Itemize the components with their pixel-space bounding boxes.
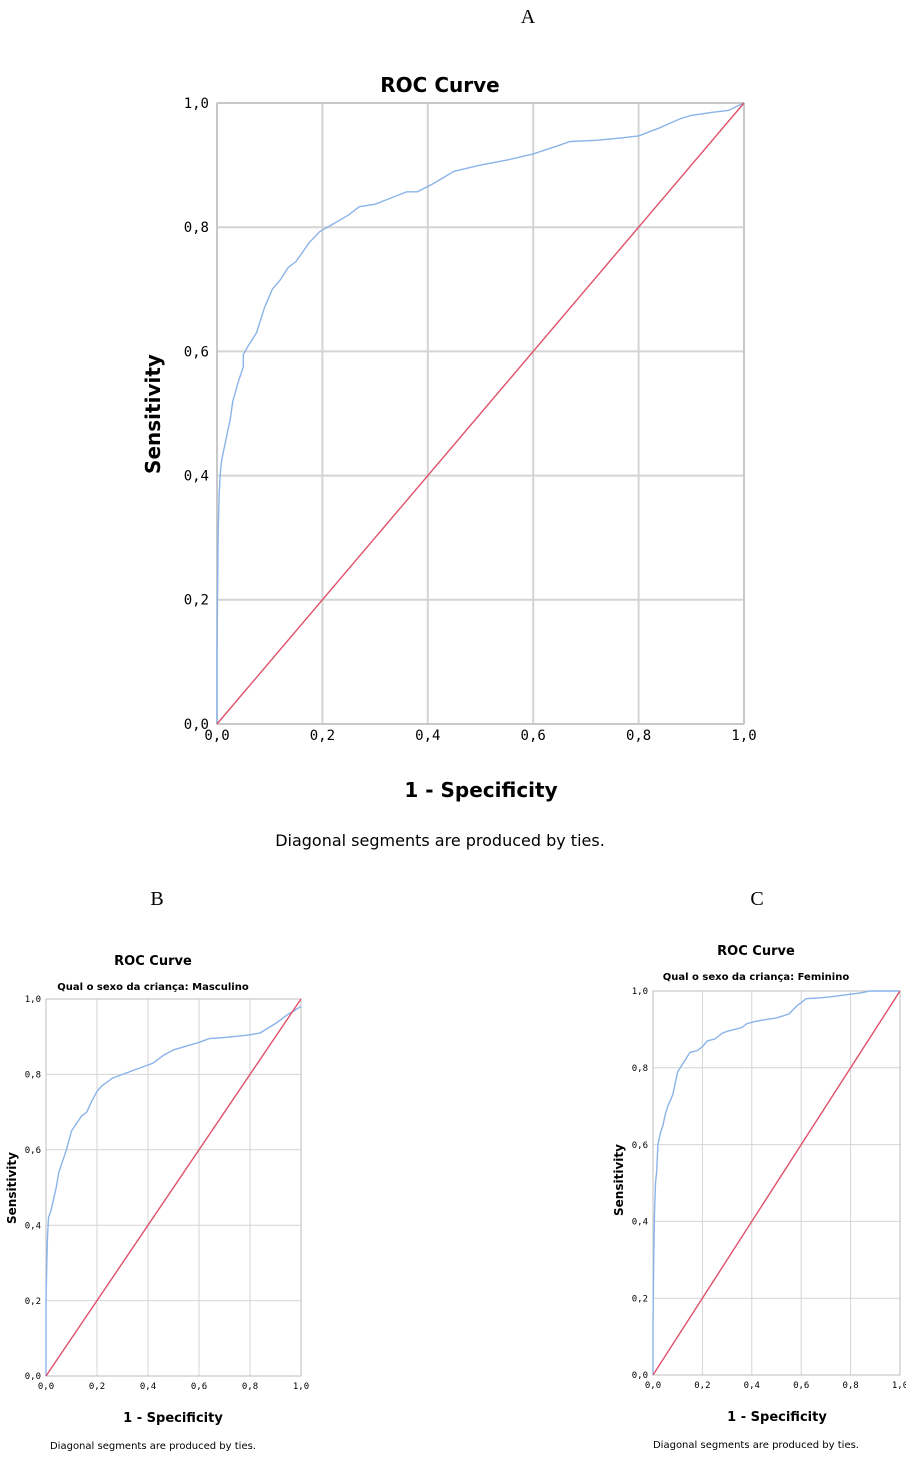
reference-diagonal-line <box>652 990 901 1376</box>
y-tick-label: 0,6 <box>632 1141 648 1151</box>
y-tick-label: 0,0 <box>184 717 209 733</box>
x-tick-label: 1,0 <box>731 728 756 744</box>
plot-frame <box>652 990 901 1376</box>
x-tick-label: 0,0 <box>38 1382 54 1392</box>
x-axis-title: 1 - Specificity <box>404 778 557 802</box>
y-axis-title: Sensitivity <box>5 1152 19 1224</box>
y-tick-label: 0,2 <box>184 593 209 609</box>
chart-title: ROC Curve <box>717 944 795 959</box>
y-tick-label: 0,6 <box>184 344 209 360</box>
x-tick-label: 0,6 <box>793 1381 809 1391</box>
x-tick-label: 0,2 <box>310 728 335 744</box>
y-tick-label: 0,2 <box>632 1294 648 1304</box>
x-tick-label: 0,8 <box>242 1382 258 1392</box>
plot-frame <box>45 998 302 1377</box>
chart-footnote: Diagonal segments are produced by ties. <box>50 1441 256 1452</box>
panel-letter-c: C <box>750 888 764 910</box>
y-tick-label: 0,8 <box>632 1064 648 1074</box>
reference-diagonal-line <box>216 102 745 725</box>
panel-letter-b: B <box>150 888 164 910</box>
x-tick-label: 0,4 <box>415 728 440 744</box>
x-tick-label: 0,8 <box>626 728 651 744</box>
x-tick-label: 1,0 <box>892 1381 906 1391</box>
y-tick-label: 0,8 <box>25 1071 41 1081</box>
x-tick-label: 0,2 <box>694 1381 710 1391</box>
y-tick-label: 1,0 <box>184 96 209 112</box>
y-axis-title: Sensitivity <box>141 354 165 474</box>
x-tick-label: 0,6 <box>191 1382 207 1392</box>
y-tick-label: 0,4 <box>632 1218 648 1228</box>
y-tick-label: 1,0 <box>632 987 648 997</box>
chart-footnote: Diagonal segments are produced by ties. <box>275 831 605 850</box>
x-tick-label: 0,8 <box>842 1381 858 1391</box>
x-tick-label: 0,0 <box>204 728 229 744</box>
y-tick-label: 0,0 <box>632 1371 648 1381</box>
y-tick-label: 0,4 <box>25 1221 41 1231</box>
chart-subtitle: Qual o sexo da criança: Masculino <box>57 982 249 993</box>
x-axis-title: 1 - Specificity <box>123 1411 223 1426</box>
y-tick-label: 0,6 <box>25 1146 41 1156</box>
roc-curve-line <box>45 1005 302 1376</box>
x-tick-label: 0,4 <box>140 1382 156 1392</box>
chart-subtitle: Qual o sexo da criança: Feminino <box>663 972 850 983</box>
y-tick-label: 0,0 <box>25 1372 41 1382</box>
x-axis-title: 1 - Specificity <box>727 1410 827 1425</box>
y-axis-title: Sensitivity <box>612 1144 626 1216</box>
x-tick-label: 0,4 <box>744 1381 760 1391</box>
y-tick-label: 0,4 <box>184 469 209 485</box>
panel-letter-a: A <box>520 6 536 28</box>
roc-curve-line <box>652 990 900 1375</box>
x-tick-label: 0,6 <box>521 728 546 744</box>
chart-title: ROC Curve <box>114 954 192 969</box>
plot-frame <box>216 102 745 725</box>
x-tick-label: 0,0 <box>645 1381 661 1391</box>
y-tick-label: 0,2 <box>25 1297 41 1307</box>
roc-curve-line <box>216 102 745 724</box>
y-tick-label: 0,8 <box>184 220 209 236</box>
x-tick-label: 0,2 <box>89 1382 105 1392</box>
y-tick-label: 1,0 <box>25 995 41 1005</box>
x-tick-label: 1,0 <box>293 1382 309 1392</box>
reference-diagonal-line <box>45 998 302 1377</box>
chart-footnote: Diagonal segments are produced by ties. <box>653 1440 859 1451</box>
chart-title: ROC Curve <box>380 73 499 97</box>
